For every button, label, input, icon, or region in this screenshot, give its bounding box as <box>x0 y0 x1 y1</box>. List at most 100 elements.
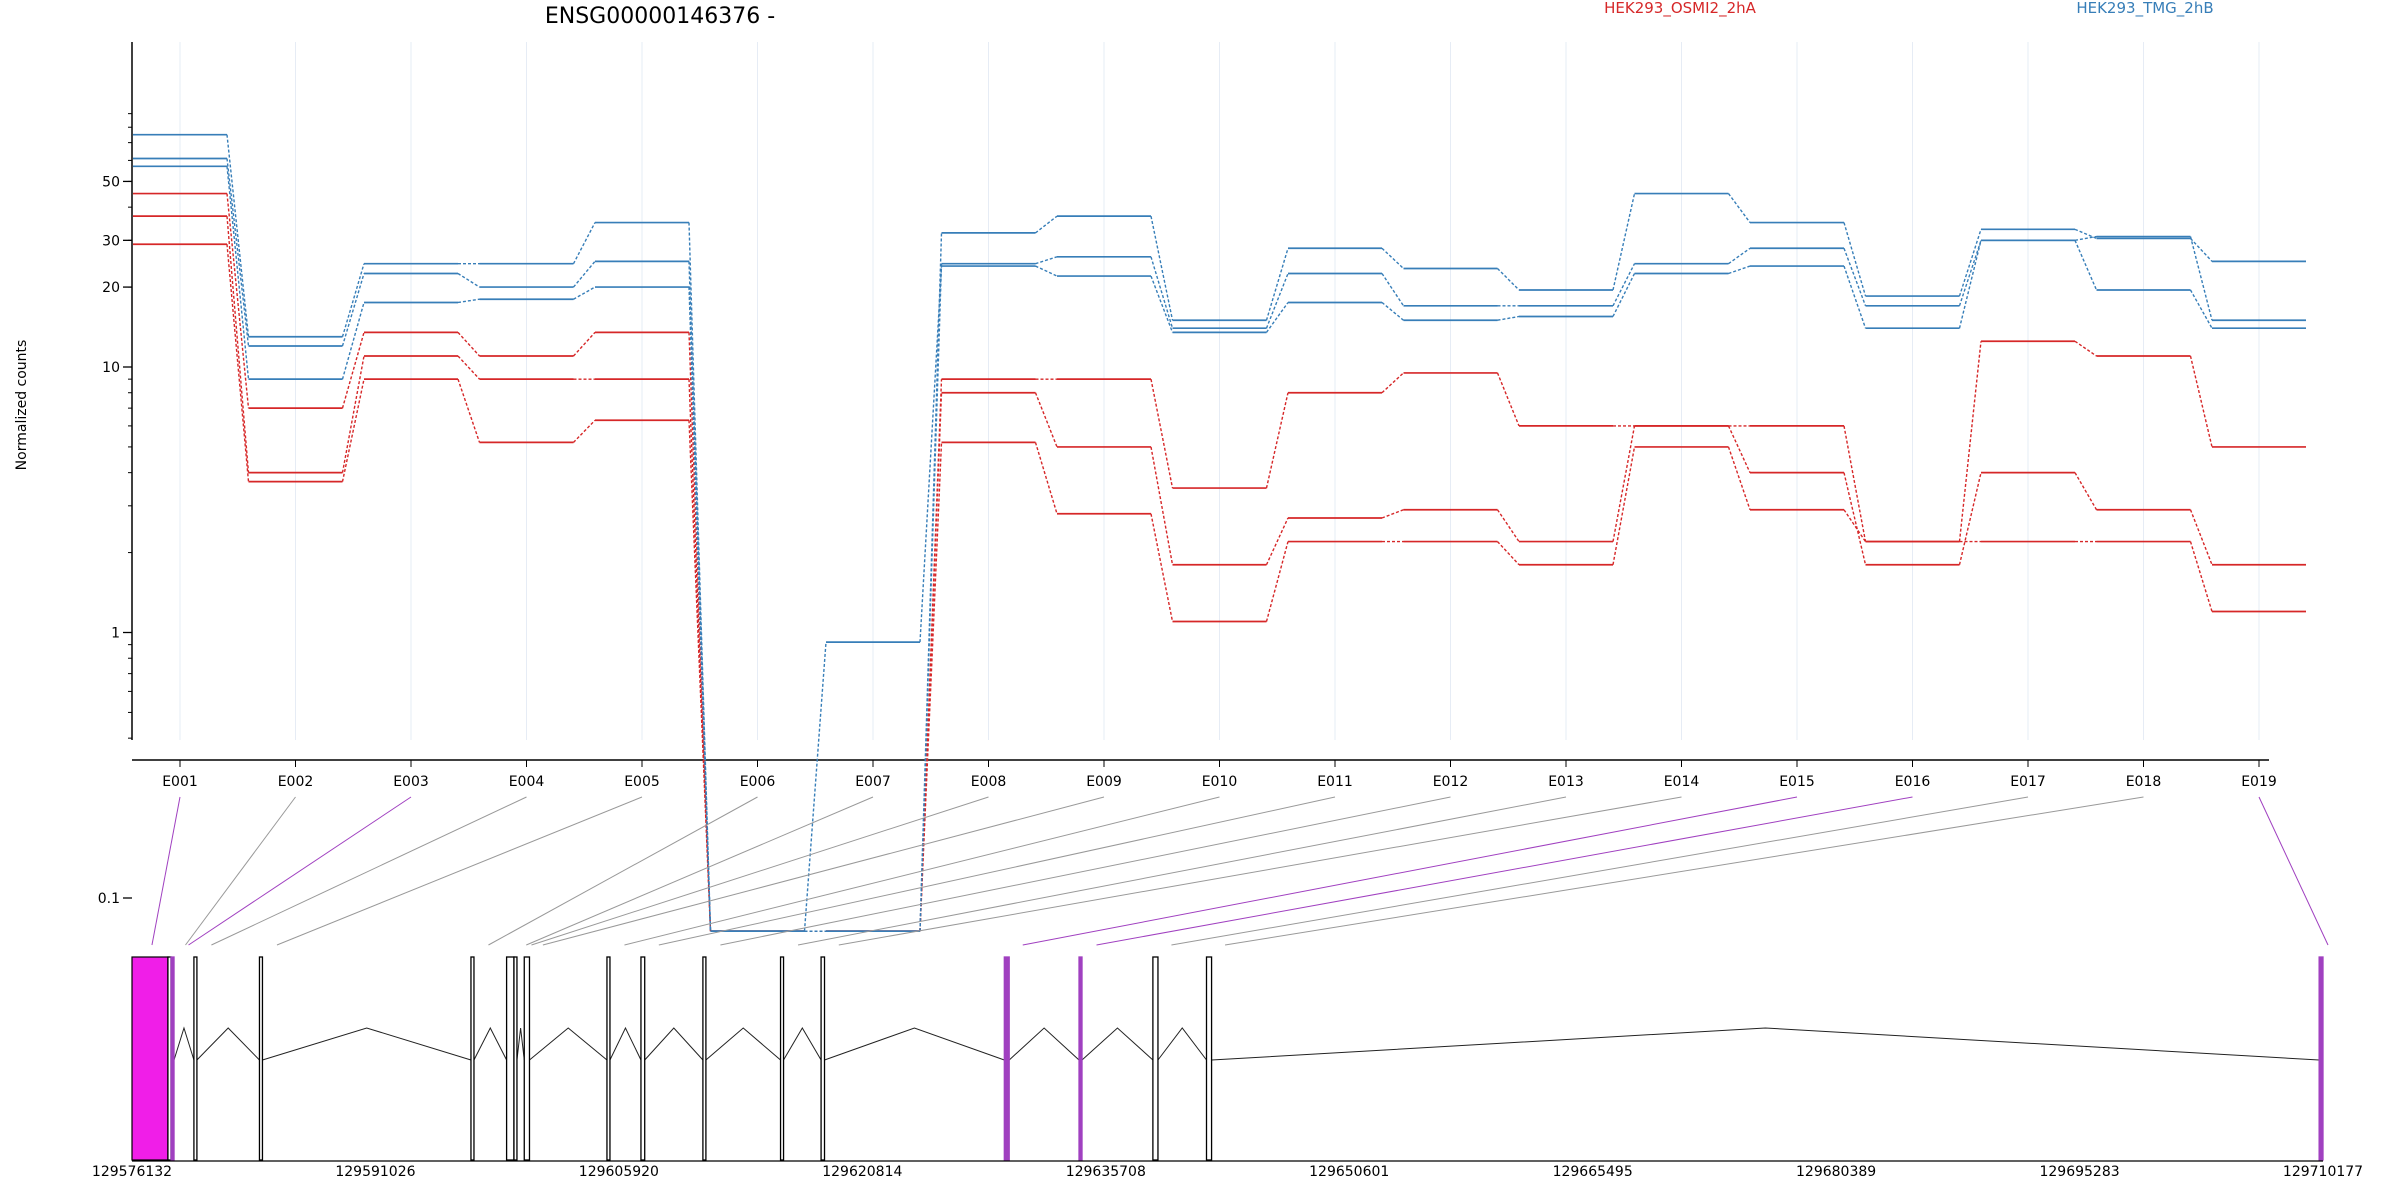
series-transition <box>1612 446 1636 565</box>
series-transition <box>1035 215 1058 234</box>
series-transition <box>573 286 596 300</box>
exon-box <box>193 956 198 1161</box>
series-transition <box>226 158 250 347</box>
series-transition <box>1612 425 1636 542</box>
series-transition <box>1728 247 1751 265</box>
series-transition <box>341 355 365 473</box>
series-transition <box>919 263 943 932</box>
genomic-tick-label: 129576132 <box>92 1164 172 1180</box>
x-tick-label: E006 <box>740 774 776 790</box>
x-tick-label: E008 <box>971 774 1007 790</box>
series-transition <box>1381 372 1404 394</box>
x-tick-label: E018 <box>2126 774 2162 790</box>
series-transition <box>1843 472 1867 565</box>
series-transition <box>2074 240 2098 291</box>
exon-box <box>640 956 646 1161</box>
series-transition <box>919 266 943 643</box>
y-tick-label: 10 <box>102 360 120 376</box>
series-transition <box>1381 273 1405 307</box>
series-transition <box>1265 541 1289 622</box>
x-tick-label: E015 <box>1779 774 1815 790</box>
exon-connector <box>1022 796 1798 946</box>
series-transition <box>2074 472 2098 511</box>
exon-box <box>131 956 169 1161</box>
intron <box>173 1026 195 1061</box>
legend-label: HEK293_TMG_2hB <box>2076 0 2213 18</box>
exon-connector <box>526 796 874 946</box>
series-transition <box>341 379 365 482</box>
x-tick-label: E017 <box>2010 774 2046 790</box>
series-transition <box>1728 265 1751 275</box>
exon-box <box>505 956 515 1161</box>
series-transition <box>457 298 480 304</box>
exon-connector <box>185 796 296 946</box>
exon-connector <box>1096 796 1913 946</box>
series-transition <box>1496 541 1520 566</box>
gene-model <box>131 956 2324 1161</box>
genomic-tick-label: 129620814 <box>822 1164 902 1180</box>
genomic-tick-label: 129710177 <box>2283 1164 2363 1180</box>
series-transition <box>688 261 712 932</box>
series-transition <box>1265 392 1289 489</box>
exon-box <box>1003 956 1010 1161</box>
intron <box>262 1027 472 1061</box>
series-transition <box>2189 289 2213 329</box>
series-transition <box>1150 256 1174 329</box>
series-transition <box>1034 392 1058 448</box>
grid <box>179 42 2260 740</box>
series-transition <box>919 442 943 932</box>
x-tick-label: E009 <box>1086 774 1122 790</box>
series-transition <box>2074 340 2097 357</box>
series-lines <box>133 133 2306 933</box>
series-transition <box>1612 273 1636 317</box>
x-tick-label: E007 <box>855 774 891 790</box>
exon-box <box>1078 956 1083 1161</box>
series-transition <box>1035 256 1058 265</box>
genomic-tick-label: 129695283 <box>2039 1164 2119 1180</box>
series-transition <box>1843 222 1867 297</box>
exon-box <box>258 956 264 1161</box>
series-transition <box>1497 267 1520 291</box>
exon-box <box>513 956 518 1161</box>
intron <box>824 1027 1005 1061</box>
y-tick-label: 1 <box>111 626 120 642</box>
series-transition <box>1265 248 1289 321</box>
exon-connector <box>838 796 1682 946</box>
y-tick-label: 30 <box>102 233 120 249</box>
exon-connector <box>797 796 1567 946</box>
series-transition <box>1727 425 1751 473</box>
series-transition <box>1843 265 1867 329</box>
x-tick-label: E013 <box>1548 774 1584 790</box>
x-tick-label: E002 <box>278 774 314 790</box>
series-transition <box>1265 302 1289 333</box>
series-transition <box>688 287 712 932</box>
x-tick-label: E014 <box>1664 774 1700 790</box>
series-transition <box>1381 509 1404 519</box>
series-transition <box>1843 509 1867 542</box>
series-transition <box>2189 541 2213 612</box>
intron <box>609 1026 642 1061</box>
exon-connector <box>211 796 527 946</box>
exon-connector <box>658 796 1336 946</box>
series-transition <box>341 302 365 380</box>
series-transition <box>457 331 481 357</box>
exon-connector <box>624 796 1220 946</box>
x-tick-label: E011 <box>1317 774 1353 790</box>
series-transition <box>1958 240 1982 307</box>
series-transition <box>1150 379 1174 489</box>
series-transition <box>1150 513 1174 622</box>
series-transition <box>1727 446 1751 510</box>
y-axis: 0.1 1 10 20 30 50 <box>98 42 133 907</box>
exon-connector <box>151 796 181 946</box>
series-transition <box>341 273 365 347</box>
exon-box <box>702 956 707 1161</box>
series-transition <box>226 166 250 380</box>
exon-box <box>1205 956 1213 1161</box>
genomic-axis: 129576132 129591026 129605920 129620814 1296… <box>92 1160 2363 1180</box>
intron <box>1081 1027 1154 1061</box>
exon-connectors <box>151 796 2329 946</box>
y-tick-label: 20 <box>102 280 120 296</box>
series-transition <box>1612 263 1636 307</box>
series-transition <box>1958 341 1982 542</box>
